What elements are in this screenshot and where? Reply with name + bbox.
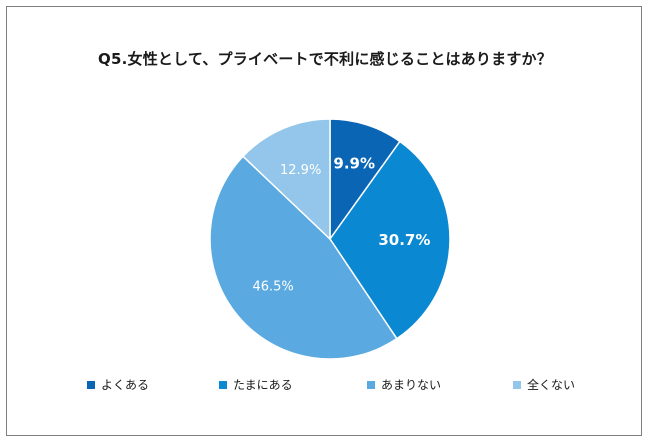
pie-label-tamaniaru: 30.7% [378,231,430,249]
pie-slice-amarinai [209,155,398,360]
pie-slice-tamaniaru [329,140,451,340]
pie-slices [209,118,451,360]
legend-label-yokuaru: よくある [101,378,150,392]
pie-slice-mattakunai [241,118,331,241]
legend-swatch-mattakunai [513,380,521,389]
legend: よくある たまにある あまりない 全くない [0,376,650,396]
pie-label-mattakunai: 12.9% [280,163,321,178]
pie-label-yokuaru: 9.9% [333,155,375,173]
legend-swatch-amarinai [367,380,375,389]
legend-swatch-yokuaru [87,380,95,389]
legend-swatch-tamaniaru [219,380,227,389]
legend-item-yokuaru: よくある [87,376,149,393]
legend-label-mattakunai: 全くない [527,378,576,392]
chart-title: Q5.女性として、プライベートで不利に感じることはありますか？ [98,50,552,68]
pie-label-amarinai: 46.5% [252,279,293,294]
legend-item-tamaniaru: たまにある [219,376,293,393]
legend-item-mattakunai: 全くない [513,376,575,393]
pie-slice-yokuaru [329,118,401,242]
pie-labels: 9.9% 30.7% 46.5% 12.9% [252,155,430,295]
legend-label-tamaniaru: たまにある [233,378,293,392]
legend-item-amarinai: あまりない [367,376,441,393]
legend-label-amarinai: あまりない [381,378,442,392]
